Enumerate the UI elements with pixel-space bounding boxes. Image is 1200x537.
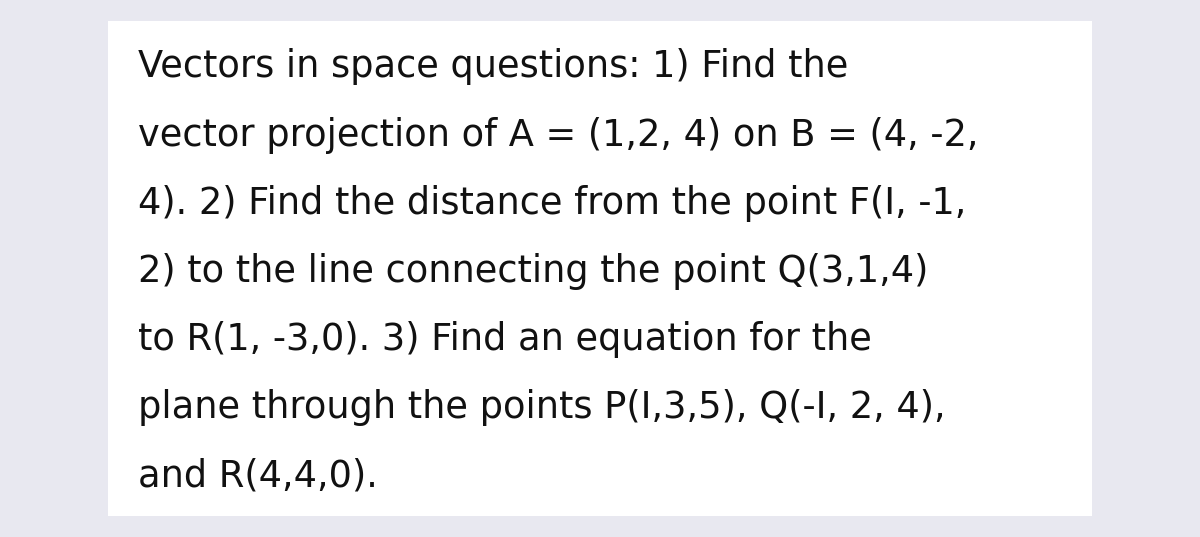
Text: plane through the points P(I,3,5), Q(-I, 2, 4),: plane through the points P(I,3,5), Q(-I,… [138, 389, 946, 426]
Text: vector projection of A = (1,2, 4) on B = (4, -2,: vector projection of A = (1,2, 4) on B =… [138, 117, 978, 154]
Text: 2) to the line connecting the point Q(3,1,4): 2) to the line connecting the point Q(3,… [138, 253, 929, 290]
Text: and R(4,4,0).: and R(4,4,0). [138, 458, 378, 495]
Text: 4). 2) Find the distance from the point F(I, -1,: 4). 2) Find the distance from the point … [138, 185, 966, 222]
Text: to R(1, -3,0). 3) Find an equation for the: to R(1, -3,0). 3) Find an equation for t… [138, 321, 872, 358]
Text: Vectors in space questions: 1) Find the: Vectors in space questions: 1) Find the [138, 48, 848, 85]
FancyBboxPatch shape [108, 21, 1092, 516]
